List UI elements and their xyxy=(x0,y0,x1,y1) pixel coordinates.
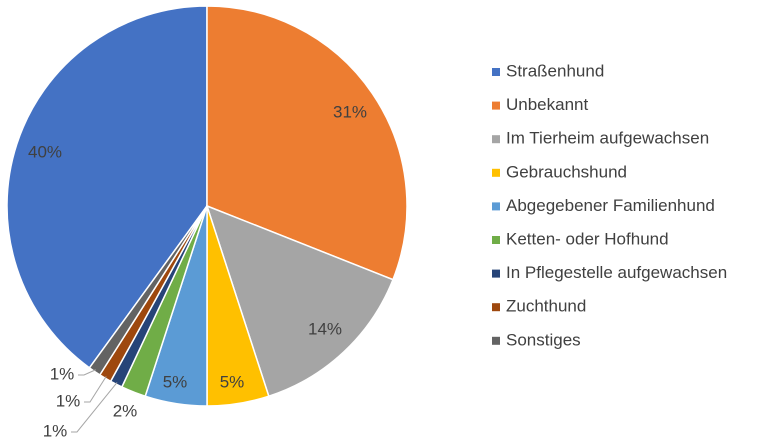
leader-line xyxy=(71,382,118,433)
legend-swatch xyxy=(492,236,500,244)
legend-swatch xyxy=(492,269,500,278)
pie-slice xyxy=(88,205,208,376)
legend-label: Sonstiges xyxy=(506,330,581,349)
legend: Straßenhund Unbekannt Im Tierheim aufgewac… xyxy=(492,61,727,349)
data-label: 5% xyxy=(220,372,245,391)
legend-label: Zuchthund xyxy=(506,297,586,316)
legend-swatch xyxy=(492,202,500,211)
legend-swatch xyxy=(492,336,500,345)
legend-label: Im Tierheim aufgewachsen xyxy=(506,129,709,148)
legend-swatch xyxy=(492,101,500,110)
pie-slice xyxy=(206,5,408,281)
leader-line xyxy=(84,376,107,403)
pie xyxy=(6,5,408,407)
legend-swatch xyxy=(492,135,500,144)
data-label: 40% xyxy=(28,142,62,161)
data-label: 1% xyxy=(50,364,75,383)
legend-label: Straßenhund xyxy=(506,61,604,80)
legend-label: Ketten- oder Hofhund xyxy=(506,229,669,248)
data-label: 1% xyxy=(43,421,68,440)
legend-label: Unbekannt xyxy=(506,95,589,114)
legend-swatch xyxy=(492,68,500,76)
legend-swatch xyxy=(492,303,500,312)
legend-label: Abgegebener Familienhund xyxy=(506,196,715,215)
data-label: 31% xyxy=(333,102,367,121)
legend-swatch xyxy=(492,168,500,177)
data-label: 1% xyxy=(56,391,81,410)
pie-slice xyxy=(6,5,208,369)
data-label: 14% xyxy=(308,319,342,338)
data-label: 5% xyxy=(163,372,188,391)
leader-line xyxy=(78,369,96,376)
legend-label: In Pflegestelle aufgewachsen xyxy=(506,263,727,282)
data-label: 2% xyxy=(113,401,138,420)
legend-label: Gebrauchshund xyxy=(506,162,627,181)
